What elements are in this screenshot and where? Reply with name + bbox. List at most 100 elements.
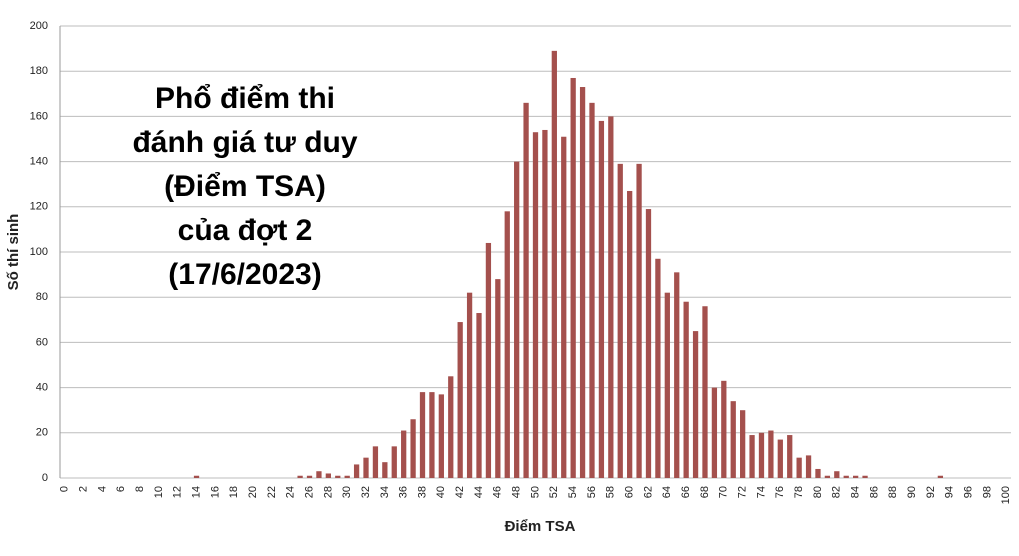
bar bbox=[758, 432, 765, 478]
x-tick-label: 68 bbox=[699, 486, 711, 498]
y-tick-label: 140 bbox=[30, 156, 48, 168]
x-tick-label: 80 bbox=[812, 486, 824, 498]
bar bbox=[645, 209, 652, 478]
x-tick-label: 86 bbox=[868, 486, 880, 498]
bar bbox=[316, 471, 322, 478]
bar bbox=[589, 102, 595, 478]
x-tick-label: 74 bbox=[755, 486, 767, 498]
bar bbox=[542, 129, 548, 478]
bar bbox=[382, 462, 388, 478]
x-tick-label: 24 bbox=[285, 486, 297, 498]
x-tick-label: 0 bbox=[59, 486, 71, 492]
bar bbox=[410, 419, 416, 478]
chart-title: (Điểm TSA) bbox=[164, 170, 326, 203]
bar bbox=[579, 87, 586, 479]
bar bbox=[617, 163, 623, 479]
bar bbox=[721, 380, 727, 478]
bar bbox=[391, 446, 397, 478]
x-tick-label: 70 bbox=[718, 486, 730, 498]
x-axis-title: Điểm TSA bbox=[505, 518, 576, 535]
x-tick-label: 20 bbox=[247, 486, 259, 498]
x-tick-label: 64 bbox=[661, 486, 673, 498]
x-tick-label: 48 bbox=[511, 486, 523, 498]
x-tick-label: 100 bbox=[1000, 486, 1012, 504]
x-tick-label: 6 bbox=[115, 486, 127, 492]
bar bbox=[834, 471, 840, 478]
bar bbox=[523, 102, 529, 478]
bar bbox=[608, 116, 614, 479]
y-tick-label: 0 bbox=[42, 472, 48, 484]
bar bbox=[777, 439, 783, 478]
x-tick-label: 98 bbox=[981, 486, 993, 498]
bar bbox=[363, 457, 369, 478]
bar bbox=[636, 163, 642, 479]
x-tick-label: 90 bbox=[906, 486, 918, 498]
bar bbox=[730, 401, 736, 478]
x-tick-label: 22 bbox=[266, 486, 278, 498]
y-tick-label: 80 bbox=[36, 291, 48, 303]
bar bbox=[438, 394, 444, 478]
y-tick-label: 180 bbox=[30, 65, 48, 77]
bar bbox=[419, 392, 426, 478]
y-tick-label: 100 bbox=[30, 246, 48, 258]
bar bbox=[476, 313, 482, 478]
bar bbox=[805, 455, 812, 478]
x-tick-label: 54 bbox=[567, 486, 579, 498]
chart-title: (17/6/2023) bbox=[168, 258, 321, 291]
bar bbox=[749, 435, 755, 478]
bar bbox=[674, 272, 680, 478]
x-tick-label: 62 bbox=[642, 486, 654, 498]
x-tick-label: 34 bbox=[379, 486, 391, 498]
bar bbox=[466, 292, 473, 478]
x-tick-label: 52 bbox=[548, 486, 560, 498]
x-tick-label: 60 bbox=[624, 486, 636, 498]
bar bbox=[335, 475, 341, 478]
bar bbox=[627, 190, 633, 479]
x-tick-label: 36 bbox=[398, 486, 410, 498]
bar bbox=[768, 430, 774, 478]
x-tick-label: 56 bbox=[586, 486, 598, 498]
bar bbox=[815, 468, 821, 478]
x-tick-label: 58 bbox=[605, 486, 617, 498]
bar bbox=[485, 242, 492, 478]
y-tick-label: 200 bbox=[30, 20, 48, 32]
x-tick-label: 4 bbox=[96, 486, 108, 492]
x-tick-label: 12 bbox=[172, 486, 184, 498]
bar bbox=[570, 77, 576, 478]
bar bbox=[796, 457, 802, 478]
bar bbox=[551, 50, 557, 479]
y-tick-label: 160 bbox=[30, 110, 48, 122]
x-tick-label: 8 bbox=[134, 486, 146, 492]
x-tick-label: 88 bbox=[887, 486, 899, 498]
y-tick-label: 120 bbox=[30, 201, 48, 213]
x-tick-label: 10 bbox=[153, 486, 165, 498]
x-tick-label: 28 bbox=[322, 486, 334, 498]
bar bbox=[344, 475, 350, 478]
bar bbox=[429, 392, 435, 478]
bar bbox=[740, 410, 746, 478]
x-tick-label: 16 bbox=[209, 486, 221, 498]
x-tick-label: 84 bbox=[850, 486, 862, 498]
x-tick-label: 50 bbox=[529, 486, 541, 498]
bar bbox=[448, 376, 454, 478]
bar bbox=[862, 475, 868, 478]
bar bbox=[561, 136, 567, 479]
x-tick-label: 40 bbox=[435, 486, 447, 498]
x-tick-label: 92 bbox=[925, 486, 937, 498]
bar bbox=[683, 301, 689, 478]
bar bbox=[702, 306, 708, 478]
x-tick-label: 32 bbox=[360, 486, 372, 498]
x-tick-label: 30 bbox=[341, 486, 353, 498]
bar bbox=[353, 464, 360, 478]
x-tick-label: 96 bbox=[963, 486, 975, 498]
bar bbox=[325, 473, 331, 478]
bar bbox=[937, 475, 944, 478]
chart-title: Phổ điểm thi bbox=[155, 82, 335, 115]
chart-title: của đợt 2 bbox=[178, 214, 313, 247]
bar bbox=[853, 475, 859, 478]
x-tick-label: 44 bbox=[473, 486, 485, 498]
bar bbox=[664, 292, 670, 478]
bar bbox=[297, 475, 303, 478]
bar bbox=[711, 387, 718, 478]
